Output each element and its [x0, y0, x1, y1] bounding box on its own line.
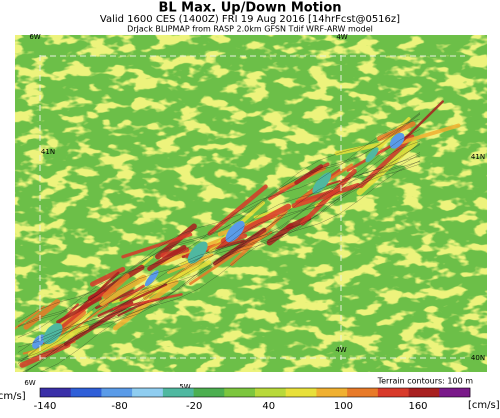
- colorbar-swatch: [285, 388, 317, 397]
- updraft-streak: [63, 300, 134, 347]
- map-field: [15, 35, 487, 372]
- colorbar-label: -80: [111, 401, 127, 412]
- downdraft-patch: [32, 334, 46, 349]
- colorbar: -140 -80 -20 40 100 160: [34, 387, 471, 412]
- map-label: 40N: [471, 354, 485, 362]
- terrain-contour: [17, 114, 421, 327]
- graticule: [39, 55, 465, 360]
- colorbar-swatch: [70, 388, 102, 397]
- map-label: 41N: [471, 153, 485, 161]
- updraft-streak: [399, 123, 461, 145]
- colorbar-swatch: [162, 388, 194, 397]
- colorbar-swatch: [132, 388, 164, 397]
- colorbar-frame: [39, 387, 471, 398]
- updraft-streak: [99, 274, 147, 306]
- updraft-streak: [121, 232, 193, 259]
- colorbar-swatch: [377, 388, 409, 397]
- downdraft-patch: [365, 147, 379, 163]
- colorbar-swatch: [101, 388, 133, 397]
- colorbar-swatch: [347, 388, 379, 397]
- terrain-contour: [17, 113, 421, 327]
- colorbar-label: 160: [408, 401, 427, 412]
- terrain-contour: [17, 143, 421, 353]
- terrain-note: Terrain contours: 100 m: [377, 377, 474, 386]
- terrain-contour: [17, 152, 421, 364]
- convergence-band: [15, 100, 461, 372]
- updraft-streak: [291, 183, 361, 209]
- updraft-streak: [300, 168, 357, 226]
- colorbar-label: -20: [186, 401, 202, 412]
- updraft-streak: [155, 223, 197, 260]
- colorbar-swatch: [439, 388, 471, 397]
- terrain-contour: [17, 141, 421, 361]
- colorbar-swatch: [255, 388, 287, 397]
- map-label: 5W: [179, 383, 190, 391]
- downdraft-patch: [43, 323, 63, 345]
- updraft-streak: [148, 260, 212, 292]
- downdraft-patch: [144, 270, 159, 287]
- colorbar-label: -140: [34, 401, 57, 412]
- updraft-streak: [23, 298, 61, 330]
- terrain-contour: [17, 118, 421, 338]
- terrain-contour: [17, 144, 421, 362]
- map-label: 6W: [24, 379, 35, 387]
- unit-label: [cm/s]: [0, 391, 26, 402]
- updraft-streak: [112, 293, 183, 311]
- updraft-streak: [15, 305, 45, 330]
- updraft-streak: [189, 239, 256, 285]
- source: DrJack BLIPMAP from RASP 2.0km GFSN Tdif…: [127, 25, 373, 34]
- map-label: 6W: [29, 33, 40, 41]
- colorbar-swatch: [40, 388, 72, 397]
- updraft-streak: [102, 273, 130, 299]
- updraft-streak: [294, 164, 324, 185]
- colorbar-label: 40: [262, 401, 275, 412]
- updraft-streak: [397, 100, 444, 146]
- colorbar-swatch: [224, 388, 256, 397]
- updraft-streak: [167, 253, 214, 274]
- updraft-streak: [207, 184, 268, 236]
- terrain-contour: [40, 160, 421, 372]
- terrain-contour: [17, 129, 421, 348]
- colorbar-swatch: [408, 388, 440, 397]
- downdraft-patch: [312, 172, 332, 194]
- valid-time: Valid 1600 CES (1400Z) FRI 19 Aug 2016 […: [100, 14, 400, 25]
- colorbar-swatch: [316, 388, 348, 397]
- updraft-streak: [64, 303, 109, 337]
- terrain-contour: [17, 112, 421, 323]
- updraft-streak: [112, 279, 179, 331]
- colorbar-label: 100: [334, 401, 353, 412]
- map-label: 41N: [41, 148, 55, 156]
- map-label: 4W: [336, 33, 347, 41]
- map-label: 4W: [335, 346, 346, 354]
- title: BL Max. Up/Down Motion: [158, 1, 341, 16]
- updraft-streak: [56, 296, 102, 324]
- updraft-streak: [97, 283, 168, 317]
- terrain-contour: [25, 163, 421, 372]
- colorbar-swatch: [193, 388, 225, 397]
- updraft-streak: [147, 244, 187, 272]
- unit-label: [cm/s]: [468, 400, 500, 411]
- terrain-contour: [24, 161, 421, 372]
